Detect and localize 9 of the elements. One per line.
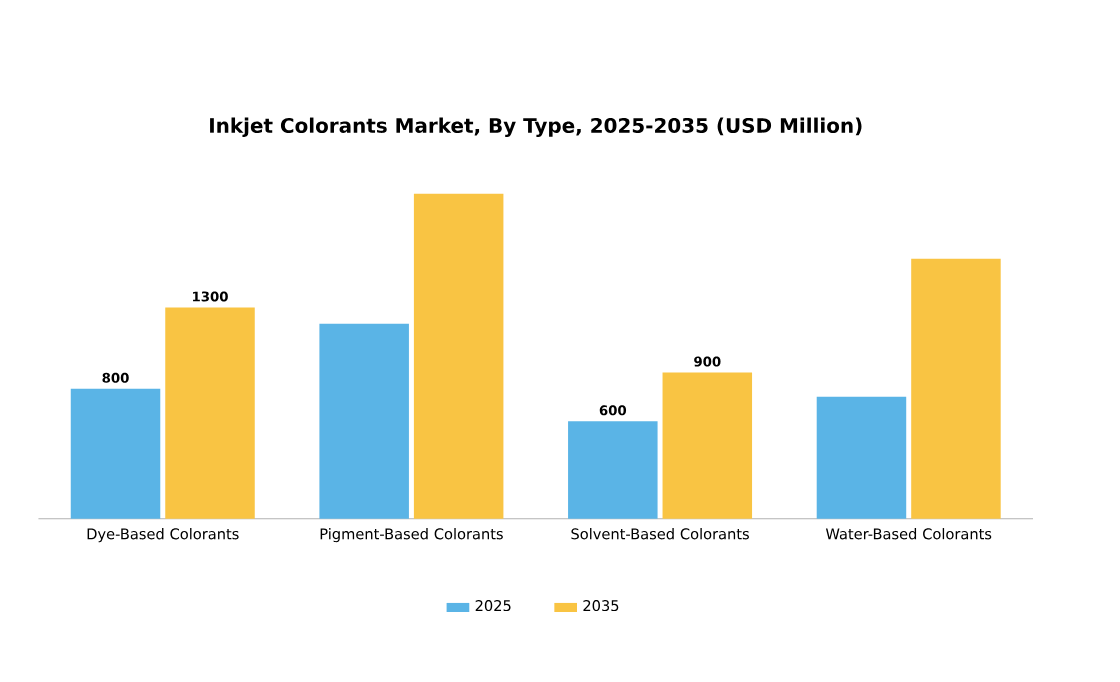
bar xyxy=(816,396,907,519)
bar xyxy=(319,323,409,519)
bar xyxy=(413,193,504,519)
bar xyxy=(911,258,1001,519)
bar xyxy=(70,388,161,519)
bar xyxy=(662,372,753,519)
bar xyxy=(165,307,255,519)
chart-title: Inkjet Colorants Market, By Type, 2025-2035 (USD Million) xyxy=(210,117,862,137)
bar xyxy=(568,421,658,519)
